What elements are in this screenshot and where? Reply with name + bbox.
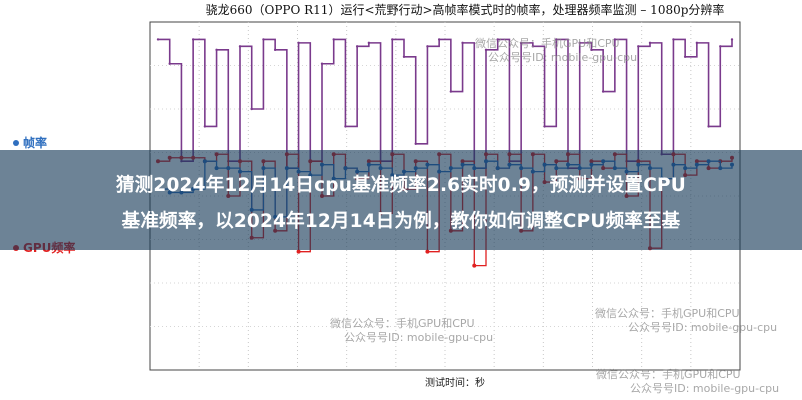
watermark-right-line2: 公众号号ID: mobile-gpu-cpu	[628, 321, 777, 334]
data-point-2-16	[344, 125, 347, 128]
data-point-1-12	[296, 249, 301, 254]
data-point-2-32	[531, 45, 535, 48]
series-line-2	[158, 38, 733, 169]
watermark-bottom-line1: 微信公众号：手机GPU和CPU	[596, 367, 741, 381]
data-point-2-41	[637, 45, 640, 48]
data-point-2-33	[543, 125, 546, 128]
banner-line-2: 基准频率，以2024年12月14日为例，教你如何调整CPU频率至基	[121, 211, 681, 232]
data-point-1-23	[425, 249, 430, 254]
data-point-2-46	[695, 41, 699, 45]
watermark-bottom-line2: 公众号号ID: mobile-gpu-cpu	[630, 382, 779, 395]
data-point-2-7	[238, 45, 242, 48]
data-point-2-38	[601, 90, 605, 93]
data-point-2-39	[613, 38, 617, 41]
data-point-2-5	[215, 48, 218, 52]
data-point-2-42	[648, 41, 652, 45]
data-point-2-49	[730, 38, 734, 41]
data-point-2-17	[355, 45, 359, 48]
data-point-2-12	[297, 41, 300, 45]
data-point-2-48	[719, 45, 722, 48]
caption-banner: 猜测2024年12月14日cpu基准频率2.6实时0.9，预测并设置CPU 基准…	[0, 150, 802, 250]
watermark-top-line1: 微信公众号：手机GPU和CPU	[475, 36, 620, 50]
banner-line-1: 猜测2024年12月14日cpu基准频率2.6实时0.9，预测并设置CPU	[116, 175, 686, 196]
data-point-2-47	[707, 125, 710, 128]
data-point-2-29	[496, 38, 499, 41]
data-point-2-8	[250, 107, 253, 111]
data-point-2-28	[484, 48, 488, 52]
data-point-2-21	[402, 55, 406, 58]
data-point-2-20	[391, 38, 394, 41]
watermark-top-line2: 公众号号ID: mobile-gpu-cpu	[488, 51, 637, 64]
data-point-2-36	[578, 41, 581, 45]
data-point-2-1	[168, 62, 171, 65]
data-point-2-23	[426, 45, 429, 48]
data-point-2-45	[683, 55, 687, 58]
data-point-2-3	[191, 38, 195, 41]
data-point-2-44	[672, 38, 675, 41]
legend-label-fps: 帧率	[23, 135, 47, 150]
watermark-mid-line2: 公众号号ID: mobile-gpu-cpu	[344, 331, 493, 344]
data-point-1-27	[472, 263, 477, 268]
data-point-2-31	[519, 41, 523, 45]
data-point-2-0	[156, 38, 160, 41]
data-point-2-18	[367, 41, 371, 45]
data-point-2-22	[414, 142, 417, 145]
data-point-2-10	[273, 48, 277, 52]
watermark-right-line1: 微信公众号：手机GPU和CPU	[595, 306, 740, 320]
data-point-2-34	[555, 38, 558, 41]
chart-title: 骁龙660（OPPO R11）运行<荒野行动>高帧率模式时的帧率，处理器频率监测…	[206, 2, 725, 17]
legend-marker-fps	[13, 140, 19, 146]
data-point-2-37	[590, 48, 593, 52]
data-point-2-15	[332, 38, 335, 41]
x-axis-label: 测试时间：秒	[425, 376, 485, 389]
data-point-2-25	[449, 90, 453, 93]
data-point-2-14	[320, 62, 324, 65]
data-point-2-9	[262, 38, 265, 41]
data-point-2-24	[437, 38, 441, 41]
data-point-2-4	[203, 125, 207, 128]
data-point-2-26	[461, 41, 464, 45]
watermark-mid-line1: 微信公众号：手机GPU和CPU	[330, 316, 475, 330]
